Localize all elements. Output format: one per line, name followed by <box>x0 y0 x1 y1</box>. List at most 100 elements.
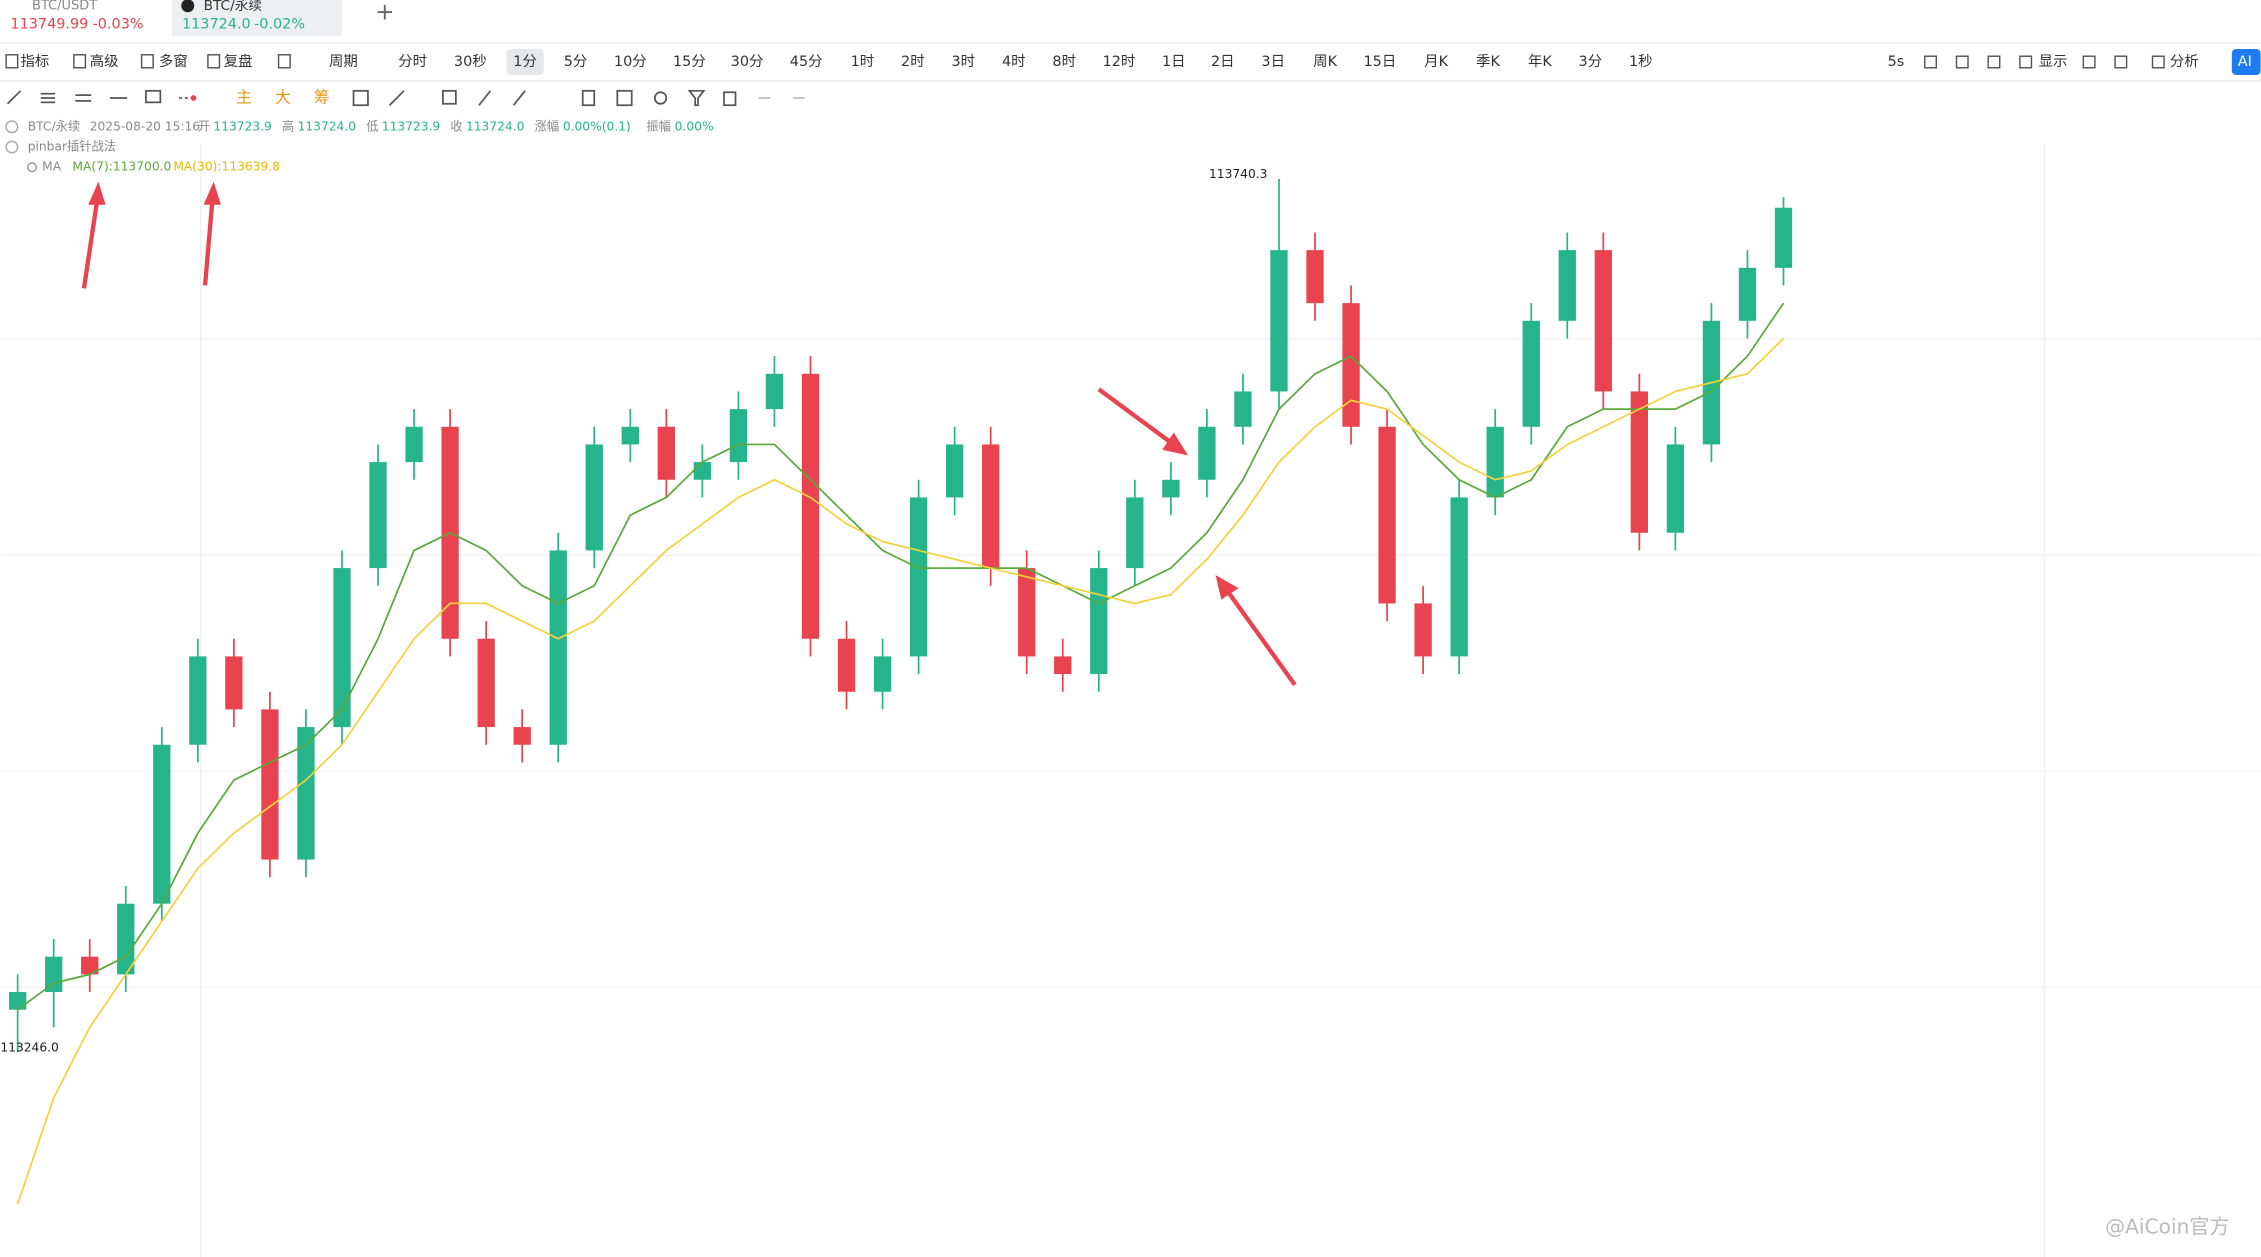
toolbar-button[interactable]: 分析 <box>2170 53 2199 70</box>
info-datetime: 2025-08-20 15:16 <box>90 119 201 133</box>
tab-symbol: BTC/永续 <box>204 0 263 14</box>
candle-body <box>1630 391 1649 533</box>
drawing-tool[interactable]: 主 <box>236 88 252 107</box>
tab-symbol: BTC/USDT <box>32 0 97 13</box>
tab-price: 113724.0 <box>182 17 251 33</box>
toolbar-icon[interactable] <box>2019 55 2033 69</box>
period-button[interactable]: 15日 <box>1364 54 1397 70</box>
info-label: 开 <box>198 119 210 133</box>
candle-body <box>1090 568 1108 675</box>
toolbar-icon <box>277 54 291 69</box>
collapse-icons[interactable] <box>5 120 19 154</box>
min-label: 113246.0 <box>0 1040 58 1054</box>
period-button[interactable]: 月K <box>1424 54 1448 70</box>
drawing-tool[interactable]: 大 <box>275 88 291 107</box>
info-value: 113723.9 <box>213 119 271 133</box>
candle-body <box>333 568 351 728</box>
toolbar-button[interactable]: AI <box>2238 54 2252 70</box>
candle-body <box>945 444 964 498</box>
period-button[interactable]: 3日 <box>1261 54 1285 70</box>
period-button[interactable]: 1秒 <box>1629 53 1653 70</box>
candle-body <box>982 444 1000 569</box>
indicator-name: MA <box>42 160 62 174</box>
toolbar-icon[interactable] <box>1955 55 1969 69</box>
candle-body <box>621 426 639 445</box>
ma30-value: MA(30):113639.8 <box>173 160 280 174</box>
candle-body <box>1738 267 1757 321</box>
candle-body <box>1054 656 1072 675</box>
toolbar-icon <box>5 54 19 69</box>
period-button[interactable]: 3时 <box>951 53 975 70</box>
candle-body <box>117 903 135 975</box>
candle-body <box>369 462 387 569</box>
period-button[interactable]: 1分 <box>513 53 537 70</box>
period-button[interactable]: 10分 <box>614 53 647 70</box>
toolbar-icon[interactable] <box>2082 55 2096 69</box>
candle-body <box>153 744 171 904</box>
ma-line <box>16 337 1785 1205</box>
period-button[interactable]: 15分 <box>673 53 706 70</box>
period-button[interactable]: 季K <box>1476 53 1500 70</box>
candle-body <box>837 638 856 692</box>
candle-body <box>1666 444 1685 533</box>
add-tab[interactable]: + <box>375 0 394 25</box>
tab-change: -0.02% <box>254 17 305 33</box>
drawing-tool[interactable]: 筹 <box>314 88 330 107</box>
candle-body <box>549 550 567 745</box>
tab-icon <box>181 0 195 13</box>
candle-body <box>1414 603 1432 657</box>
ma7-value: MA(7):113700.0 <box>72 160 171 174</box>
max-label: 113740.3 <box>1209 167 1267 181</box>
toolbar-button[interactable]: 指标 <box>21 53 50 70</box>
info-value: 0.00%(0.1) <box>563 119 631 133</box>
toolbar-button[interactable]: 复盘 <box>224 52 253 70</box>
candle-body <box>1378 426 1396 604</box>
period-button[interactable]: 45分 <box>790 53 823 70</box>
toolbar-button[interactable]: 高级 <box>90 53 119 70</box>
ai-button-bg[interactable] <box>2231 49 2261 75</box>
toolbar-icon[interactable] <box>2151 55 2165 69</box>
candle-body <box>189 656 207 745</box>
toolbar-button[interactable]: 5s <box>1888 54 1905 70</box>
period-button[interactable]: 30分 <box>731 53 764 70</box>
period-button[interactable]: 3分 <box>1579 53 1603 70</box>
toolbar-icon[interactable] <box>1987 55 2001 69</box>
candle-body <box>81 956 99 975</box>
toolbar-icon <box>73 54 87 69</box>
period-button[interactable]: 年K <box>1528 53 1552 70</box>
drawing-icons[interactable] <box>6 89 805 107</box>
bell-icon <box>27 162 38 173</box>
candle-body <box>1198 426 1216 480</box>
tab-change: -0.03% <box>93 17 144 33</box>
period-button[interactable]: 5分 <box>564 53 588 70</box>
period-button[interactable]: 4时 <box>1002 53 1026 70</box>
active-tab[interactable] <box>171 0 342 37</box>
candle-body <box>513 727 531 745</box>
period-button[interactable]: 分时 <box>398 53 427 70</box>
toolbar-button[interactable]: 周期 <box>329 53 358 70</box>
toolbar-button[interactable]: 显示 <box>2039 54 2068 70</box>
candle-body <box>1594 250 1612 392</box>
candle-body <box>693 462 712 480</box>
info-value: 113724.0 <box>298 119 356 133</box>
period-button[interactable]: 周K <box>1313 54 1337 70</box>
period-button[interactable]: 1时 <box>851 53 875 70</box>
period-button[interactable]: 2日 <box>1211 54 1235 70</box>
candle-body <box>45 956 63 993</box>
toolbar-icon[interactable] <box>2114 55 2128 69</box>
toolbar-button[interactable]: 多窗 <box>159 52 188 70</box>
tab-price: 113749.99 <box>10 17 88 33</box>
candle-body <box>729 409 748 463</box>
candle-body <box>1018 568 1036 657</box>
toolbar-icon[interactable] <box>1924 55 1938 69</box>
period-button[interactable]: 1日 <box>1162 54 1186 70</box>
period-button[interactable]: 12时 <box>1103 53 1136 70</box>
period-button[interactable]: 30秒 <box>454 53 487 70</box>
candle-body <box>225 656 243 710</box>
candle-body <box>297 727 315 860</box>
period-button[interactable]: 2时 <box>901 53 925 70</box>
info-value: 113724.0 <box>466 119 524 133</box>
candle-body <box>1162 479 1180 498</box>
period-button[interactable]: 8时 <box>1052 53 1076 70</box>
